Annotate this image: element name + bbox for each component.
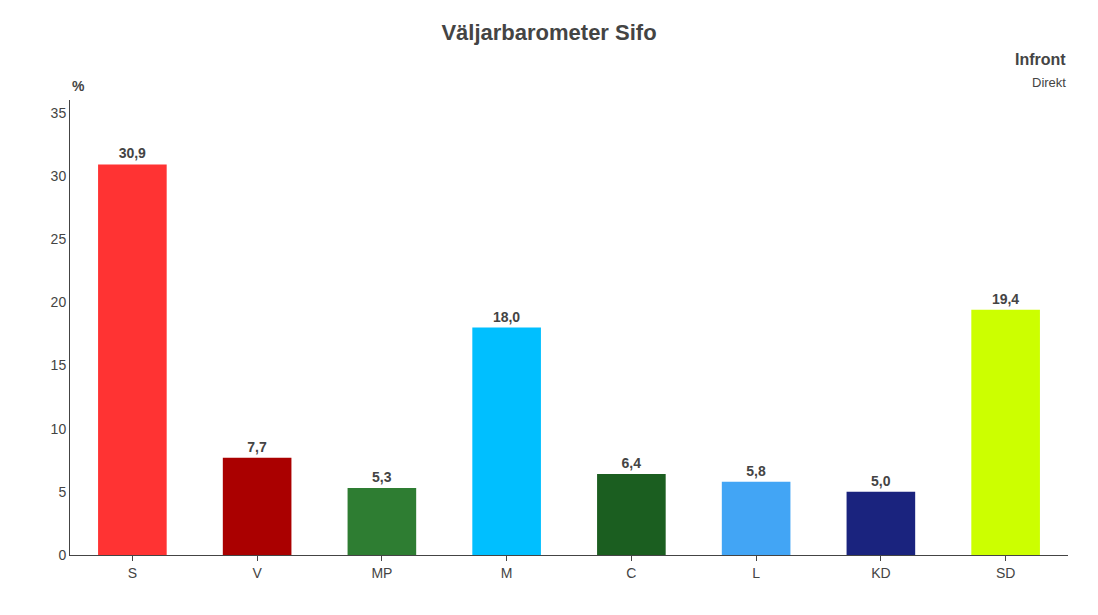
svg-text:30,9: 30,9 <box>119 145 146 161</box>
svg-text:MP: MP <box>371 565 392 581</box>
svg-text:10: 10 <box>51 421 67 437</box>
svg-text:5: 5 <box>58 484 66 500</box>
svg-text:Direkt: Direkt <box>1032 75 1066 90</box>
svg-text:M: M <box>501 565 513 581</box>
svg-text:19,4: 19,4 <box>992 291 1019 307</box>
svg-text:L: L <box>752 565 760 581</box>
svg-text:S: S <box>128 565 137 581</box>
svg-text:Infront: Infront <box>1015 51 1066 68</box>
svg-text:%: % <box>72 78 85 94</box>
svg-text:V: V <box>252 565 262 581</box>
svg-text:5,8: 5,8 <box>746 463 766 479</box>
svg-text:Väljarbarometer Sifo: Väljarbarometer Sifo <box>441 20 656 45</box>
svg-text:5,0: 5,0 <box>871 473 891 489</box>
svg-text:18,0: 18,0 <box>493 309 520 325</box>
svg-text:20: 20 <box>51 294 67 310</box>
svg-text:6,4: 6,4 <box>622 455 642 471</box>
svg-text:5,3: 5,3 <box>372 469 392 485</box>
svg-text:SD: SD <box>996 565 1015 581</box>
svg-text:0: 0 <box>58 547 66 563</box>
svg-text:7,7: 7,7 <box>247 439 267 455</box>
svg-text:35: 35 <box>51 105 67 121</box>
svg-text:25: 25 <box>51 231 67 247</box>
svg-text:KD: KD <box>871 565 890 581</box>
svg-text:30: 30 <box>51 168 67 184</box>
svg-text:15: 15 <box>51 357 67 373</box>
svg-text:C: C <box>626 565 636 581</box>
